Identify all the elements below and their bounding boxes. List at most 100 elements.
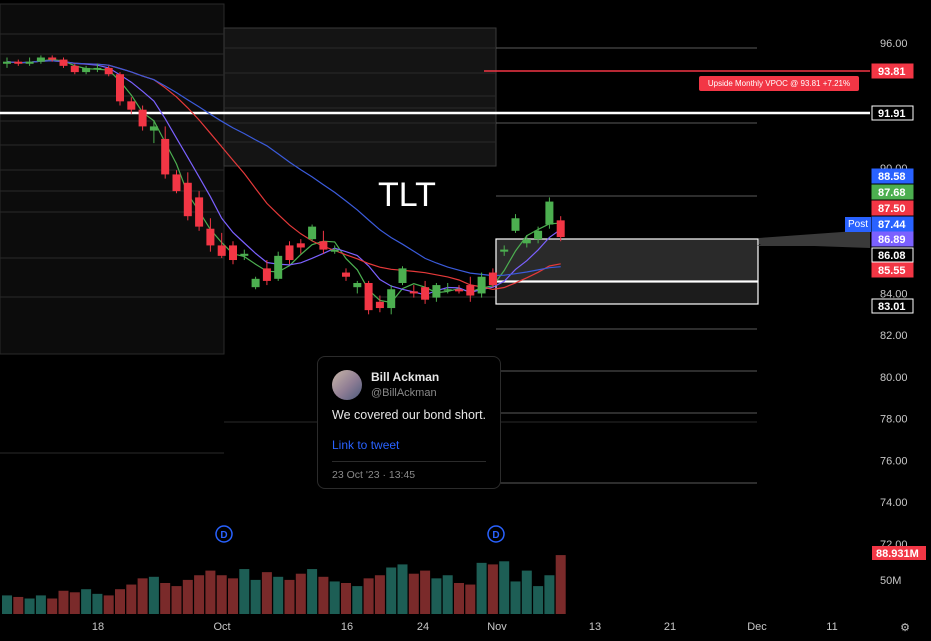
- price-tag: [871, 231, 914, 247]
- candle-layer: [3, 55, 565, 315]
- price-tag: [871, 216, 914, 232]
- x-tick-label: Nov: [487, 621, 507, 633]
- price-tag-label: 86.08: [878, 250, 906, 262]
- price-tag-label: 87.44: [878, 219, 906, 231]
- volume-bar: [341, 583, 351, 614]
- volume-bar: [454, 583, 464, 614]
- tweet-handle: @BillAckman: [371, 387, 437, 399]
- volume-bar: [58, 590, 69, 614]
- candle: [421, 287, 430, 300]
- price-tag: [871, 262, 914, 278]
- candle: [285, 245, 294, 261]
- volume-bar: [160, 583, 171, 614]
- tweet-date: 23 Oct '23 · 13:45: [332, 469, 416, 481]
- post-marker: [759, 230, 870, 248]
- supply-zone: [495, 238, 759, 282]
- volume-bar: [69, 592, 80, 614]
- candle: [330, 249, 339, 252]
- volume-layer: [2, 555, 566, 614]
- candle: [195, 197, 204, 227]
- volume-bar: [284, 579, 295, 614]
- volume-bar: [194, 575, 205, 614]
- volume-bar: [555, 555, 566, 614]
- dividend-label: D: [492, 530, 499, 541]
- volume-bar: [386, 567, 397, 614]
- candle: [48, 57, 57, 60]
- candle: [364, 283, 373, 311]
- divider: [332, 461, 486, 462]
- candle: [477, 276, 486, 294]
- y-tick-label: 84.00: [880, 288, 908, 300]
- candle: [522, 239, 531, 244]
- volume-bar: [228, 578, 238, 614]
- price-tag-label: 87.50: [878, 203, 906, 215]
- volume-bar: [307, 569, 318, 614]
- candle: [183, 182, 192, 217]
- price-tag-label: 88.58: [878, 171, 906, 183]
- candle: [296, 243, 305, 248]
- price-tag: [871, 200, 914, 216]
- volume-bar: [487, 564, 498, 614]
- candle: [556, 220, 565, 238]
- price-tag-label: 87.68: [878, 187, 906, 199]
- dividend-label: D: [220, 530, 227, 541]
- candle: [70, 65, 79, 73]
- vpoc-annotation: Upside Monthly VPOC @ 93.81 +7.21%: [699, 76, 859, 91]
- candle: [161, 138, 170, 175]
- volume-bar: [442, 575, 453, 614]
- volume-tick-label: 50M: [880, 575, 901, 587]
- x-tick-label: 11: [826, 621, 837, 633]
- candle: [127, 101, 136, 110]
- price-tag: [871, 247, 914, 263]
- x-tick-label: 24: [417, 621, 429, 633]
- candle: [534, 230, 543, 240]
- candle: [342, 272, 350, 277]
- y-tick-label: 96.00: [880, 38, 908, 50]
- volume-bar: [374, 575, 385, 614]
- candle: [36, 57, 45, 62]
- candle: [217, 245, 226, 256]
- candle: [59, 59, 68, 66]
- volume-tag-label: 88.931M: [876, 548, 919, 560]
- post-badge: Post: [845, 217, 871, 232]
- profile-zone: [223, 27, 497, 167]
- time-axis: 18 Oct 16 24 Nov 13 21 Dec 11 ⚙: [92, 621, 910, 634]
- volume-bar: [148, 576, 159, 614]
- candle: [93, 67, 102, 70]
- x-tick-label: Oct: [213, 621, 230, 633]
- ticker-label: TLT: [378, 176, 436, 214]
- candle: [387, 289, 396, 309]
- candle: [511, 218, 520, 231]
- y-tick-label: 76.00: [880, 455, 908, 467]
- volume-bar: [92, 593, 103, 614]
- candle: [206, 228, 215, 246]
- volume-bar: [408, 573, 419, 614]
- candle: [353, 283, 362, 288]
- x-tick-label: 16: [341, 621, 353, 633]
- volume-bar: [431, 578, 442, 614]
- price-tag-label: 91.91: [878, 108, 906, 120]
- volume-bar: [420, 570, 431, 614]
- volume-bar: [329, 581, 340, 614]
- tweet-link[interactable]: Link to tweet: [332, 438, 400, 452]
- price-tag: [871, 63, 914, 79]
- x-tick-label: 18: [92, 621, 104, 633]
- volume-bar: [126, 584, 137, 614]
- candle: [500, 249, 509, 252]
- avatar: [332, 370, 362, 400]
- candle: [104, 67, 113, 75]
- candle: [229, 245, 237, 261]
- candle: [398, 268, 407, 283]
- price-tag-label: 86.89: [878, 234, 906, 246]
- candle: [443, 289, 452, 291]
- volume-bar: [137, 578, 148, 614]
- candle: [116, 74, 124, 102]
- volume-bar: [352, 586, 363, 614]
- volume-bar: [81, 589, 92, 614]
- candle: [138, 109, 147, 127]
- volume-bar: [24, 598, 35, 614]
- volume-bar: [182, 579, 193, 614]
- candle: [251, 278, 260, 288]
